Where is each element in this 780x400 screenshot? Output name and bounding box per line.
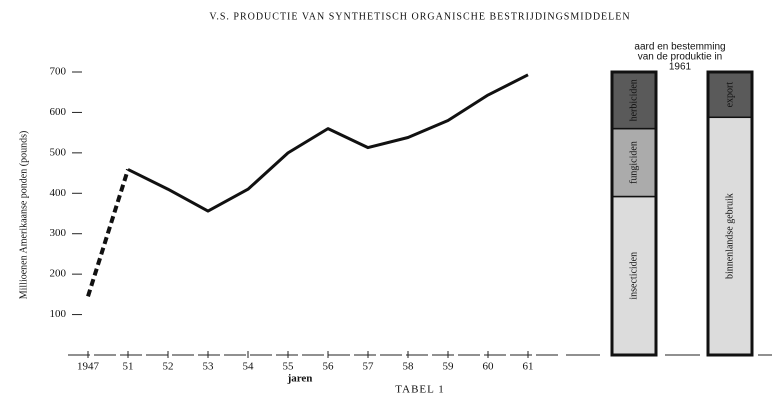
x-tick-label: 61 [523,361,534,373]
panel-title: 1961 [669,62,692,73]
y-tick-label: 700 [50,66,67,78]
panel-title: van de produktie in [638,52,723,63]
x-tick-label: 55 [283,361,295,373]
y-tick-label: 100 [50,308,67,320]
segment-label: herbiciden [628,79,639,121]
segment-label: insecticiden [628,252,639,300]
bar-outline [610,70,658,357]
segment-label: binnenlandse gebruik [724,193,735,279]
segment-label: export [724,82,735,108]
x-tick-label: 58 [403,361,415,373]
panel-title: aard en bestemming [634,42,725,53]
segment-label: fungiciden [628,141,639,184]
x-tick-label: 56 [323,361,335,373]
bar-segment [611,195,657,356]
x-tick-label: 52 [163,361,174,373]
bar-outline [706,70,754,357]
caption: TABEL 1 [395,384,444,396]
data-line [86,168,130,297]
x-tick-label: 53 [203,361,215,373]
x-axis-label: jaren [287,373,313,385]
y-tick-label: 500 [50,146,67,158]
x-tick-label: 54 [243,361,255,373]
y-tick-label: 300 [50,227,67,239]
x-tick-label: 59 [443,361,455,373]
y-tick-label: 400 [50,187,67,199]
chart-title: V.S. PRODUCTIE VAN SYNTHETISCH ORGANISCH… [209,11,630,22]
x-tick-label: 60 [483,361,495,373]
data-line [127,73,529,213]
x-tick-label: 1947 [77,361,100,373]
y-axis-label: Millioenen Amerikaanse ponden (pounds) [18,131,29,300]
x-tick-label: 57 [363,361,375,373]
x-tick-label: 51 [123,361,134,373]
y-tick-label: 600 [50,106,67,118]
y-tick-label: 200 [50,268,67,280]
